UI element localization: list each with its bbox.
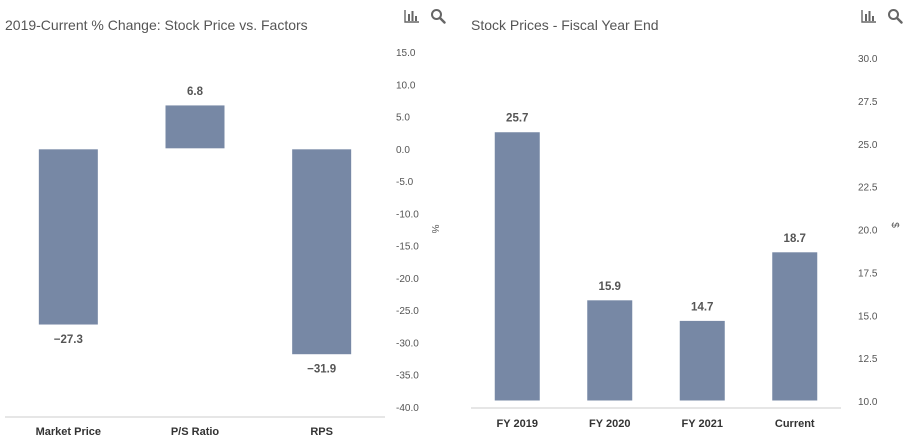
search-icon[interactable] xyxy=(887,8,903,24)
bar[interactable] xyxy=(37,148,99,326)
y-tick-label: 27.5 xyxy=(858,97,878,108)
data-label: 6.8 xyxy=(187,86,204,98)
y-tick-label: 15.0 xyxy=(858,311,878,322)
bar[interactable] xyxy=(291,148,353,356)
chart-toolbar xyxy=(404,8,446,24)
y-tick-label: -35.0 xyxy=(396,371,419,382)
category-label: Current xyxy=(775,418,815,430)
y-tick-label: 10.0 xyxy=(858,397,878,408)
data-label: 18.7 xyxy=(784,233,806,245)
bar[interactable] xyxy=(771,251,819,402)
y-tick-label: 5.0 xyxy=(396,113,410,124)
chart-panel-prices: Stock Prices - Fiscal Year End 30.0 27.5 2… xyxy=(459,0,918,443)
bar-chart-icon[interactable] xyxy=(404,8,420,24)
y-tick-label: 12.5 xyxy=(858,354,878,365)
y-tick-label: 30.0 xyxy=(858,54,878,65)
y-tick-label: 0.0 xyxy=(396,145,410,156)
y-axis-unit-label: % xyxy=(429,225,440,234)
y-tick-label: -30.0 xyxy=(396,338,419,349)
y-tick-label: -40.0 xyxy=(396,403,419,414)
bar[interactable] xyxy=(678,319,726,402)
y-tick-label: 22.5 xyxy=(858,183,878,194)
category-label: FY 2021 xyxy=(682,418,723,430)
y-tick-label: 10.0 xyxy=(396,80,416,91)
category-label: P/S Ratio xyxy=(171,426,220,438)
y-axis-unit-label: $ xyxy=(889,222,900,228)
data-label: −27.3 xyxy=(54,334,83,346)
category-label: FY 2020 xyxy=(589,418,630,430)
chart-toolbar xyxy=(861,8,903,24)
chart-title: Stock Prices - Fiscal Year End xyxy=(471,17,659,33)
chart-panel-change: 2019-Current % Change: Stock Price vs. F… xyxy=(5,8,446,438)
category-label: FY 2019 xyxy=(497,418,538,430)
search-icon[interactable] xyxy=(430,8,446,24)
y-tick-label: -5.0 xyxy=(396,177,414,188)
bar-chart-icon[interactable] xyxy=(861,8,877,24)
y-tick-label: 17.5 xyxy=(858,268,878,279)
category-label: RPS xyxy=(310,426,333,438)
data-label: 15.9 xyxy=(599,281,621,293)
data-label: 25.7 xyxy=(506,113,528,125)
y-tick-label: -10.0 xyxy=(396,209,419,220)
y-tick-label: -15.0 xyxy=(396,242,419,253)
bar[interactable] xyxy=(164,104,226,150)
category-label: Market Price xyxy=(36,426,101,438)
data-label: 14.7 xyxy=(691,301,713,313)
bar[interactable] xyxy=(493,131,541,402)
change-bar-chart: 15.0 10.0 5.0 0.0 -5.0 -10.0 -15.0 -20.0 -25.0 -3… xyxy=(5,48,440,438)
y-tick-label: 20.0 xyxy=(858,226,878,237)
bar[interactable] xyxy=(586,299,634,402)
y-tick-label: -20.0 xyxy=(396,274,419,285)
chart-title: 2019-Current % Change: Stock Price vs. F… xyxy=(5,17,308,33)
y-tick-label: -25.0 xyxy=(396,306,419,317)
y-tick-label: 15.0 xyxy=(396,48,416,59)
price-bar-chart: 30.0 27.5 25.0 22.5 20.0 17.5 15.0 12.5 10.0 $25.… xyxy=(471,54,900,430)
data-label: −31.9 xyxy=(307,364,336,376)
y-tick-label: 25.0 xyxy=(858,140,878,151)
